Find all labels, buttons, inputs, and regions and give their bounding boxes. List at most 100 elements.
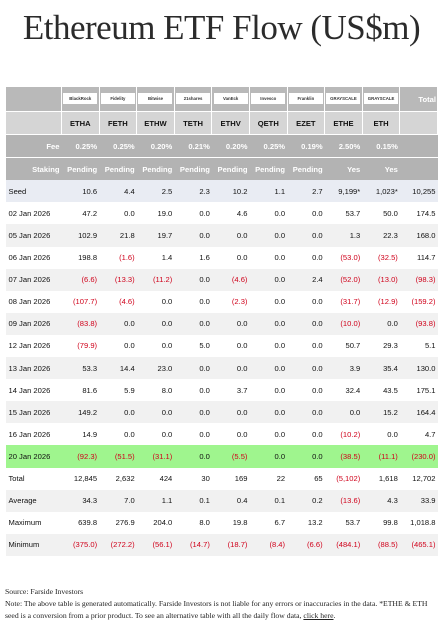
cell: 0.0	[174, 224, 212, 247]
cell: 3.9	[324, 357, 363, 380]
cell: Pending	[249, 157, 288, 181]
cell: 0.0	[362, 423, 400, 446]
cell: 6.7	[249, 511, 288, 534]
cell: 12,845	[61, 467, 100, 490]
ticker: TETH	[173, 110, 213, 136]
cell: 2.7	[287, 180, 325, 203]
cell: 0.0	[136, 423, 175, 446]
cell: (79.9)	[61, 334, 100, 358]
alt-table-link[interactable]: click here	[303, 610, 334, 620]
cell: (4.6)	[99, 290, 137, 313]
cell: 5.9	[99, 379, 137, 402]
issuer-logo: Bitwise	[138, 92, 173, 104]
cell: (52.0)	[324, 268, 363, 291]
cell: 0.0	[136, 401, 175, 424]
stat-row: Average 34.3 7.0 1.1 0.1 0.4 0.1 0.2 (13.6) 4.3 33…	[5, 489, 438, 512]
cell: (93.8)	[399, 312, 438, 335]
cell: (13.0)	[362, 268, 400, 291]
cell: 0.2	[287, 489, 325, 512]
cell: 0.0	[174, 290, 212, 313]
cell: 22	[249, 467, 288, 490]
cell: 0.0	[99, 202, 137, 225]
cell: Pending	[211, 157, 250, 181]
cell: 4.3	[362, 489, 400, 512]
cell: Yes	[324, 157, 363, 181]
cell: 114.7	[399, 246, 438, 269]
cell: (272.2)	[99, 533, 137, 556]
cell: 30	[174, 467, 212, 490]
cell: (4.6)	[211, 268, 250, 291]
cell: 12,702	[399, 467, 438, 490]
day-row: 12 Jan 2026 (79.9) 0.0 0.0 5.0 0.0 0.0 0.0 50.7 2…	[5, 334, 438, 358]
cell: (13.3)	[99, 268, 137, 291]
cell: (12.9)	[362, 290, 400, 313]
ticker: ETHW	[136, 110, 175, 136]
day-row: 14 Jan 2026 81.6 5.9 8.0 0.0 3.7 0.0 0.0 32.4 43.…	[5, 379, 438, 402]
etf-flow-table: BlackRock Fidelity Bitwise 21shares VanEck In…	[5, 86, 438, 556]
cell: 639.8	[61, 511, 100, 534]
cell: 14.4	[99, 357, 137, 380]
cell: 0.1	[249, 489, 288, 512]
cell: 2.4	[287, 268, 325, 291]
row-label: 15 Jan 2026	[5, 401, 62, 424]
disclaimer-text: Note: The above table is generated autom…	[5, 599, 428, 620]
cell: 10,255	[399, 180, 438, 203]
cell: (83.8)	[61, 312, 100, 335]
cell: (11.2)	[136, 268, 175, 291]
row-label: Staking	[5, 157, 62, 181]
cell: 0.0	[362, 312, 400, 335]
row-label: Fee	[5, 134, 62, 158]
row-label: 20 Jan 2026	[5, 445, 62, 468]
cell: 0.0	[136, 312, 175, 335]
meta-row: Staking Pending Pending Pending Pending Pendi…	[5, 157, 438, 181]
cell: 174.5	[399, 202, 438, 225]
cell: (5.5)	[211, 445, 250, 468]
cell: 10.2	[211, 180, 250, 203]
cell: 1.3	[324, 224, 363, 247]
cell: 204.0	[136, 511, 175, 534]
cell: 0.0	[136, 290, 175, 313]
row-label: 12 Jan 2026	[5, 334, 62, 358]
cell: (31.1)	[136, 445, 175, 468]
issuer-logo: GRAYSCALE	[364, 92, 399, 104]
cell: 130.0	[399, 357, 438, 380]
blank-cell	[399, 157, 438, 181]
cell: 0.0	[211, 224, 250, 247]
cell: 1.4	[136, 246, 175, 269]
cell: 13.2	[287, 511, 325, 534]
cell: 10.6	[61, 180, 100, 203]
cell: 0.0	[211, 401, 250, 424]
ticker: ETH	[361, 110, 401, 136]
cell: (375.0)	[61, 533, 100, 556]
cell: 1.1	[136, 489, 175, 512]
cell: 0.0	[174, 445, 212, 468]
cell: 33.9	[399, 489, 438, 512]
ticker: ETHE	[324, 110, 363, 136]
cell: 0.0	[287, 357, 325, 380]
cell: (98.3)	[399, 268, 438, 291]
cell: 0.0	[287, 445, 325, 468]
cell: 50.7	[324, 334, 363, 358]
cell: (53.0)	[324, 246, 363, 269]
cell: 198.8	[61, 246, 100, 269]
cell: 0.21%	[174, 134, 212, 158]
blank-cell	[399, 110, 438, 136]
cell: (31.7)	[324, 290, 363, 313]
cell: 0.0	[211, 334, 250, 358]
cell: 168.0	[399, 224, 438, 247]
cell: 81.6	[61, 379, 100, 402]
stat-row: Total 12,845 2,632 424 30 169 22 65 (5,102) 1,618…	[5, 467, 438, 490]
cell: 53.7	[324, 511, 363, 534]
issuer-logo: Franklin	[288, 92, 323, 104]
corner-cell	[5, 86, 62, 112]
cell: 0.20%	[211, 134, 250, 158]
cell: 169	[211, 467, 250, 490]
ticker: ETHA	[61, 110, 100, 136]
cell: (465.1)	[399, 533, 438, 556]
cell: 53.3	[61, 357, 100, 380]
cell: 1,618	[362, 467, 400, 490]
cell: 47.2	[61, 202, 100, 225]
day-row: 06 Jan 2026 198.8 (1.6) 1.4 1.6 0.0 0.0 0.0 (53.…	[5, 246, 438, 269]
cell: (159.2)	[399, 290, 438, 313]
cell: 1,023*	[362, 180, 400, 203]
